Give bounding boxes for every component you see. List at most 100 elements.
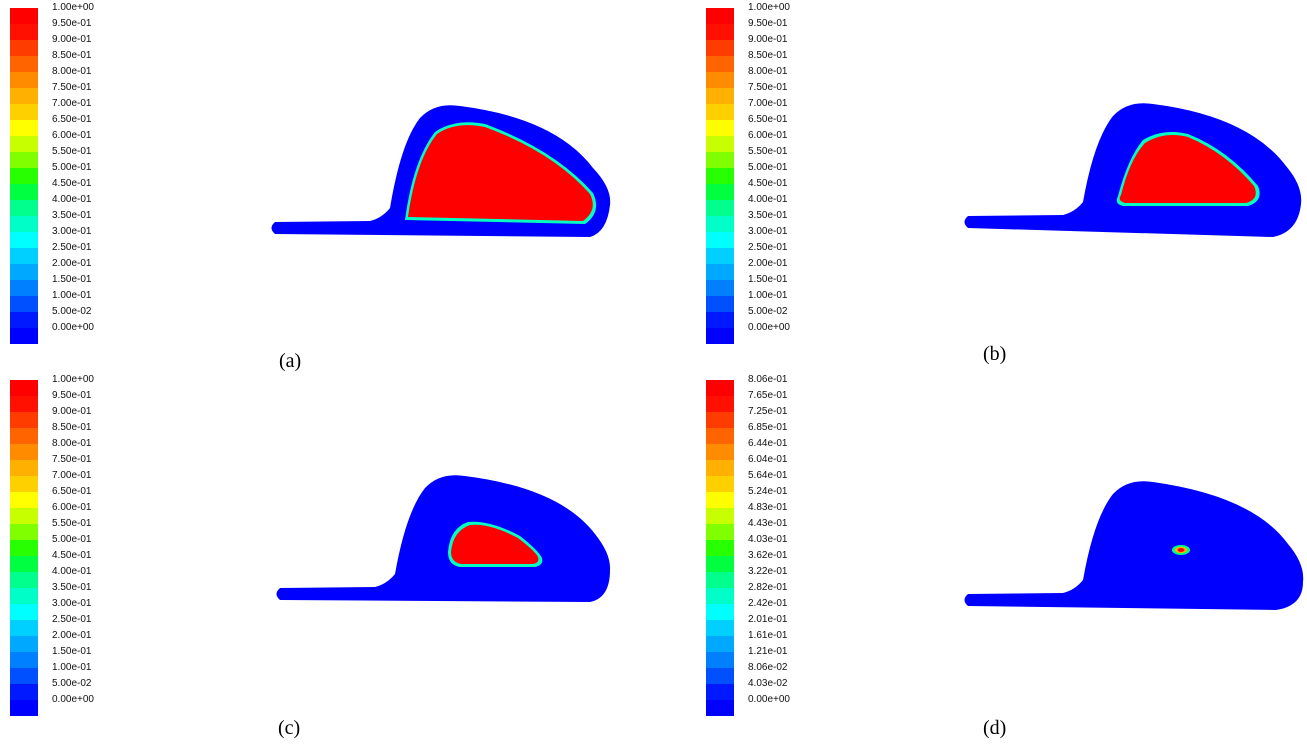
colorbar-tick-label: 5.50e-01	[748, 146, 788, 157]
colorbar-tick-label: 6.85e-01	[748, 422, 788, 433]
colorbar-swatch	[706, 428, 734, 444]
colorbar-tick-label: 5.64e-01	[748, 470, 788, 481]
colorbar-swatch	[706, 636, 734, 652]
colorbar-swatch	[706, 668, 734, 684]
colorbar-tick-label: 8.50e-01	[52, 422, 92, 433]
panel-caption: (a)	[279, 350, 302, 372]
colorbar-swatch	[10, 120, 38, 136]
colorbar-swatch	[10, 232, 38, 248]
colorbar-tick-label: 7.50e-01	[52, 454, 92, 465]
colorbar-tick-label: 3.62e-01	[748, 550, 788, 561]
colorbar-tick-label: 7.25e-01	[748, 406, 788, 417]
region-core	[1177, 548, 1185, 552]
colorbar-tick-label: 4.50e-01	[748, 178, 788, 189]
colorbar-swatch	[706, 72, 734, 88]
colorbar-tick-label: 8.50e-01	[52, 50, 92, 61]
colorbar-swatch	[10, 56, 38, 72]
colorbar-swatch	[706, 200, 734, 216]
colorbar-tick-label: 9.50e-01	[52, 18, 92, 29]
colorbar-swatch	[10, 620, 38, 636]
colorbar-swatch	[10, 652, 38, 668]
colorbar-tick-label: 8.06e-01	[748, 374, 788, 385]
colorbar-tick-label: 5.24e-01	[748, 486, 788, 497]
colorbar-swatch	[10, 524, 38, 540]
colorbar-tick-label: 5.00e-02	[52, 678, 92, 689]
colorbar-tick-label: 6.50e-01	[748, 114, 788, 125]
colorbar-tick-label: 4.43e-01	[748, 518, 788, 529]
colorbar-tick-label: 4.03e-01	[748, 534, 788, 545]
colorbar-tick-label: 0.00e+00	[52, 322, 94, 333]
colorbar-swatch	[10, 556, 38, 572]
colorbar-swatch	[10, 492, 38, 508]
colorbar-swatch	[10, 104, 38, 120]
colorbar-swatch	[706, 8, 734, 24]
colorbar-tick-label: 8.50e-01	[748, 50, 788, 61]
colorbar-swatch	[706, 556, 734, 572]
colorbar-swatch	[706, 184, 734, 200]
colorbar-tick-label: 6.04e-01	[748, 454, 788, 465]
colorbar-tick-label: 2.00e-01	[52, 258, 92, 269]
colorbar-tick-label: 1.50e-01	[52, 274, 92, 285]
colorbar-swatch	[10, 168, 38, 184]
colorbar-swatch	[10, 380, 38, 396]
colorbar-tick-label: 2.82e-01	[748, 582, 788, 593]
contour-plot	[271, 105, 611, 237]
colorbar-tick-label: 8.06e-02	[748, 662, 788, 673]
region-core	[1119, 135, 1256, 203]
colorbar-swatch	[706, 312, 734, 328]
colorbar-swatch	[10, 428, 38, 444]
colorbar-swatch	[10, 684, 38, 700]
colorbar-swatch	[10, 24, 38, 40]
colorbar-swatch	[10, 668, 38, 684]
colorbar-tick-label: 5.50e-01	[52, 518, 92, 529]
colorbar-swatch	[706, 104, 734, 120]
colorbar-swatch	[706, 328, 734, 344]
colorbar-tick-label: 9.00e-01	[52, 406, 92, 417]
colorbar-swatch	[10, 296, 38, 312]
colorbar-swatch	[706, 588, 734, 604]
colorbar-swatch	[706, 412, 734, 428]
colorbar-swatch	[706, 476, 734, 492]
colorbar-tick-label: 7.00e-01	[748, 98, 788, 109]
colorbar-swatch	[10, 312, 38, 328]
colorbar-tick-label: 1.61e-01	[748, 630, 788, 641]
colorbar-swatch	[706, 296, 734, 312]
colorbar-tick-label: 4.00e-01	[748, 194, 788, 205]
colorbar-tick-label: 1.00e+00	[52, 2, 94, 13]
colorbar-swatch	[706, 216, 734, 232]
colorbar-tick-label: 1.00e+00	[52, 374, 94, 385]
colorbar-swatch	[10, 412, 38, 428]
region-core	[451, 524, 539, 564]
colorbar-swatch	[706, 232, 734, 248]
colorbar-swatch	[706, 380, 734, 396]
colorbar-swatch	[10, 540, 38, 556]
colorbar-swatch	[706, 248, 734, 264]
colorbar-swatch	[706, 40, 734, 56]
colorbar-swatch	[10, 328, 38, 344]
colorbar-swatch	[10, 700, 38, 716]
colorbar-tick-label: 7.00e-01	[52, 98, 92, 109]
colorbar-tick-label: 1.50e-01	[748, 274, 788, 285]
colorbar-swatch	[706, 684, 734, 700]
colorbar-swatch	[706, 120, 734, 136]
colorbar-tick-label: 0.00e+00	[52, 694, 94, 705]
colorbar-tick-label: 5.50e-01	[52, 146, 92, 157]
colorbar-tick-label: 4.03e-02	[748, 678, 788, 689]
contour-plot	[964, 103, 1302, 237]
colorbar-tick-label: 3.50e-01	[52, 210, 92, 221]
colorbar-tick-label: 6.44e-01	[748, 438, 788, 449]
colorbar-swatch	[10, 248, 38, 264]
panel-caption: (c)	[278, 717, 301, 739]
colorbar-tick-label: 4.00e-01	[52, 566, 92, 577]
colorbar-swatch	[706, 524, 734, 540]
colorbar-swatch	[706, 444, 734, 460]
colorbar-swatch	[706, 460, 734, 476]
panel-caption: (d)	[983, 717, 1007, 739]
domain-shape	[276, 475, 611, 602]
colorbar-tick-label: 2.50e-01	[748, 242, 788, 253]
colorbar-tick-label: 2.50e-01	[52, 614, 92, 625]
colorbar-swatch	[10, 40, 38, 56]
colorbar-tick-label: 3.00e-01	[52, 226, 92, 237]
colorbar-tick-label: 7.65e-01	[748, 390, 788, 401]
colorbar-tick-label: 8.00e-01	[52, 438, 92, 449]
